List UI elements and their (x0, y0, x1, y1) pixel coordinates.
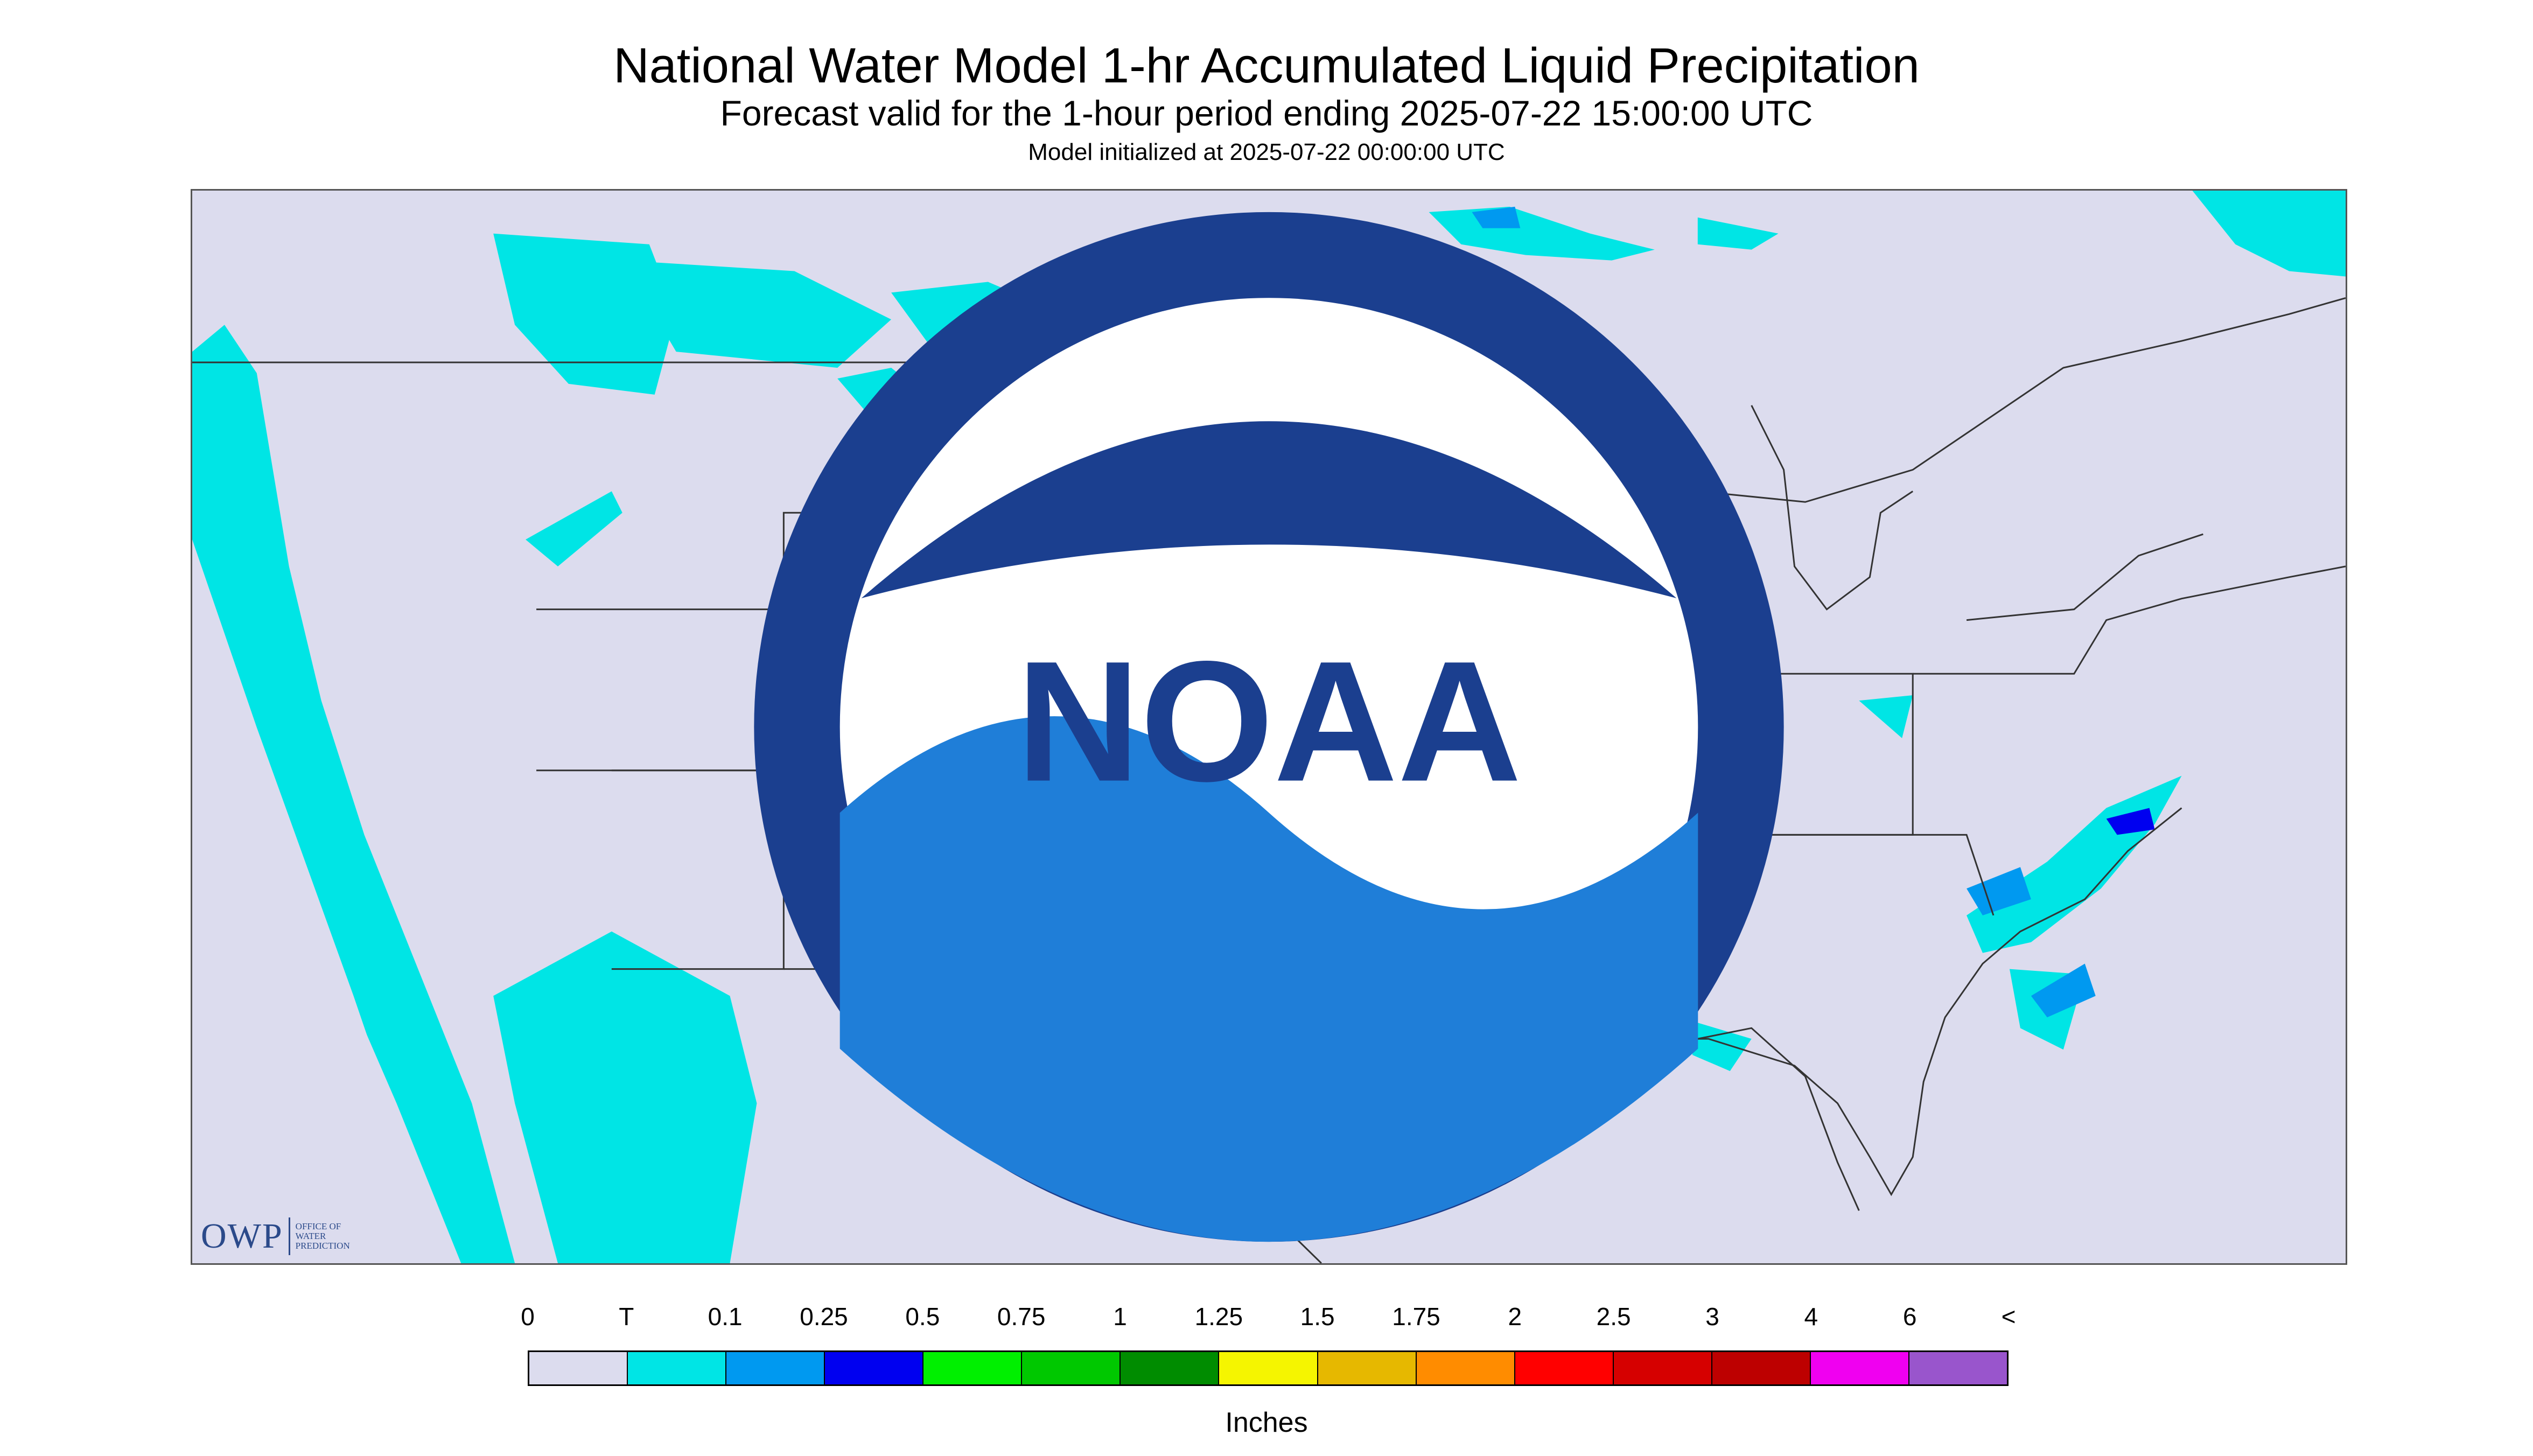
owp-logo-divider (288, 1217, 290, 1255)
legend-tick-label: T (619, 1303, 634, 1331)
legend-swatch (1909, 1352, 2007, 1384)
legend-swatch (1712, 1352, 1811, 1384)
legend-tick-label: 6 (1902, 1303, 1917, 1331)
legend-swatch (1121, 1352, 1220, 1384)
legend-swatch (923, 1352, 1023, 1384)
owp-logo-abbrev: OWP (201, 1216, 283, 1256)
legend-units: Inches (1225, 1407, 1308, 1438)
legend-tick-label: < (2001, 1303, 2016, 1331)
legend-swatch (1022, 1352, 1121, 1384)
legend-color-bar (528, 1350, 2009, 1386)
legend-swatch (825, 1352, 924, 1384)
legend-tick-label: 0.5 (905, 1303, 940, 1331)
legend-tick-label: 0 (521, 1303, 535, 1331)
legend-tick-label: 1.5 (1300, 1303, 1335, 1331)
owp-logo-text: Office of Water Prediction (295, 1221, 350, 1251)
owp-logo: OWP Office of Water Prediction (201, 1216, 350, 1257)
legend-tick-label: 0.75 (997, 1303, 1046, 1331)
legend-labels: 0 T 0.1 0.25 0.5 0.75 1 1.25 1.5 1.75 2 2.5 3 4 6 < (0, 1302, 2533, 1340)
legend-swatch (1515, 1352, 1614, 1384)
model-init-text: Model initialized at 2025-07-22 00:00:00… (1028, 139, 1505, 165)
legend-tick-label: 4 (1804, 1303, 1818, 1331)
legend-tick-label: 0.1 (708, 1303, 743, 1331)
legend-swatch (1219, 1352, 1318, 1384)
legend-swatch (628, 1352, 727, 1384)
legend-tick-label: 2 (1508, 1303, 1522, 1331)
legend-swatch (1416, 1352, 1515, 1384)
legend-tick-label: 1 (1113, 1303, 1127, 1331)
noaa-logo: NOAA (754, 212, 1784, 1242)
domain-edge-layer (192, 459, 2346, 1263)
legend-tick-label: 1.75 (1392, 1303, 1440, 1331)
svg-text:NOAA: NOAA (1016, 625, 1521, 817)
legend-tick-label: 3 (1705, 1303, 1719, 1331)
legend-tick-label: 1.25 (1194, 1303, 1243, 1331)
legend-tick-label: 0.25 (800, 1303, 848, 1331)
precipitation-map: OWP Office of Water Prediction NOAA (191, 189, 2347, 1265)
legend-swatch (1613, 1352, 1712, 1384)
legend-swatch (1810, 1352, 1909, 1384)
map-subtitle: Forecast valid for the 1-hour period end… (720, 93, 1813, 133)
legend-swatch (726, 1352, 825, 1384)
map-title: National Water Model 1-hr Accumulated Li… (613, 38, 1920, 93)
legend-tick-label: 2.5 (1596, 1303, 1631, 1331)
legend-swatch (1318, 1352, 1417, 1384)
legend-swatch (529, 1352, 628, 1384)
